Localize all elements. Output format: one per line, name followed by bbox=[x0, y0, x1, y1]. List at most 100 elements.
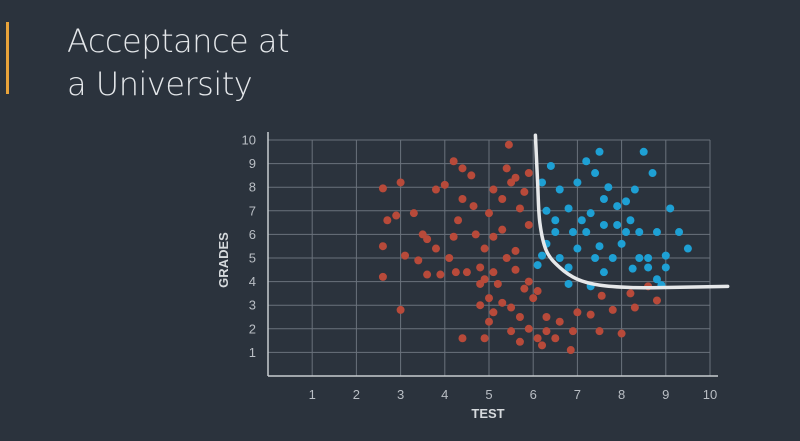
rejected-point bbox=[573, 308, 582, 317]
accepted-point bbox=[564, 263, 573, 272]
rejected-point bbox=[462, 268, 471, 277]
rejected-point bbox=[504, 140, 513, 149]
accepted-point bbox=[546, 161, 555, 170]
accepted-point bbox=[568, 228, 577, 237]
rejected-point bbox=[449, 157, 458, 166]
accepted-point bbox=[617, 239, 626, 248]
rejected-point bbox=[458, 195, 467, 203]
accepted-point bbox=[683, 244, 692, 253]
rejected-point bbox=[511, 265, 520, 274]
rejected-point bbox=[489, 232, 498, 241]
rejected-point bbox=[476, 301, 485, 310]
rejected-point bbox=[396, 178, 405, 187]
rejected-point bbox=[480, 334, 489, 343]
y-axis-label: GRADES bbox=[216, 232, 231, 288]
accepted-point bbox=[551, 216, 560, 225]
rejected-point bbox=[423, 270, 432, 279]
rejected-point bbox=[449, 232, 458, 241]
rejected-point bbox=[458, 334, 467, 343]
rejected-point bbox=[507, 327, 516, 336]
accepted-point bbox=[599, 220, 608, 229]
accepted-point bbox=[644, 263, 653, 272]
accepted-point bbox=[564, 204, 573, 213]
x-tick-label: 10 bbox=[703, 387, 717, 402]
x-tick-label: 3 bbox=[397, 387, 404, 402]
rejected-point bbox=[451, 268, 460, 277]
rejected-point bbox=[502, 164, 511, 173]
rejected-point bbox=[652, 296, 661, 305]
rejected-point bbox=[485, 317, 493, 326]
x-tick-label: 4 bbox=[441, 387, 448, 402]
rejected-point bbox=[378, 184, 387, 193]
rejected-point bbox=[630, 303, 639, 312]
rejected-point bbox=[378, 272, 387, 281]
x-tick-label: 5 bbox=[485, 387, 492, 402]
rejected-point bbox=[520, 284, 529, 293]
accepted-point bbox=[630, 185, 639, 194]
rejected-point bbox=[626, 289, 635, 298]
rejected-point bbox=[485, 294, 493, 303]
rejected-point bbox=[597, 291, 606, 300]
x-tick-label: 6 bbox=[530, 387, 537, 402]
accepted-point bbox=[555, 185, 564, 194]
y-tick-labels: 1 2 3 4 5 6 7 8 9 10 bbox=[242, 133, 256, 360]
chart-axes bbox=[267, 132, 718, 377]
rejected-point bbox=[454, 216, 463, 225]
rejected-point bbox=[440, 180, 449, 189]
accepted-point bbox=[613, 202, 622, 211]
rejected-point bbox=[493, 279, 502, 288]
rejected-point bbox=[566, 346, 575, 355]
rejected-point bbox=[515, 313, 524, 321]
rejected-point bbox=[396, 305, 405, 314]
accepted-point bbox=[608, 254, 617, 262]
accepted-point bbox=[626, 216, 635, 225]
rejected-point bbox=[502, 254, 511, 262]
accepted-point bbox=[648, 169, 657, 178]
rejected-point bbox=[507, 303, 516, 312]
accepted-point bbox=[666, 204, 675, 213]
rejected-point bbox=[533, 287, 542, 296]
rejected-point bbox=[467, 171, 476, 180]
rejected-point bbox=[480, 244, 489, 253]
rejected-point bbox=[511, 173, 520, 182]
accepted-point bbox=[604, 183, 613, 192]
accepted-point bbox=[595, 242, 604, 251]
accepted-point bbox=[595, 147, 604, 156]
accepted-point bbox=[599, 195, 608, 203]
slide-title: Acceptance at a University bbox=[67, 20, 290, 106]
accepted-point bbox=[573, 244, 582, 253]
rejected-point bbox=[515, 204, 524, 213]
rejected-point bbox=[617, 329, 626, 338]
rejected-point bbox=[485, 209, 493, 218]
accepted-point bbox=[564, 279, 573, 288]
rejected-point bbox=[489, 268, 498, 277]
rejected-point bbox=[511, 246, 520, 255]
y-tick-label: 7 bbox=[249, 203, 256, 218]
accepted-point bbox=[628, 264, 637, 273]
rejected-point bbox=[524, 277, 533, 286]
rejected-point bbox=[431, 244, 440, 253]
rejected-point bbox=[401, 251, 410, 260]
accepted-point bbox=[577, 216, 586, 225]
accepted-point bbox=[538, 251, 547, 260]
rejected-point bbox=[524, 220, 533, 229]
rejected-point bbox=[520, 187, 529, 196]
rejected-point bbox=[476, 263, 485, 272]
rejected-point bbox=[498, 298, 507, 307]
rejected-point bbox=[471, 230, 480, 239]
x-tick-label: 1 bbox=[309, 387, 316, 402]
rejected-point bbox=[529, 294, 538, 303]
rejected-point bbox=[498, 225, 507, 234]
y-tick-label: 6 bbox=[249, 227, 256, 242]
rejected-point bbox=[524, 169, 533, 178]
accepted-point bbox=[661, 251, 670, 260]
rejected-point bbox=[469, 202, 478, 211]
rejected-point bbox=[568, 327, 577, 336]
y-tick-label: 9 bbox=[249, 156, 256, 171]
accepted-point bbox=[675, 228, 684, 237]
accepted-point bbox=[538, 178, 547, 187]
accepted-point bbox=[542, 206, 551, 215]
y-tick-label: 10 bbox=[242, 133, 256, 148]
accepted-point bbox=[582, 228, 591, 237]
